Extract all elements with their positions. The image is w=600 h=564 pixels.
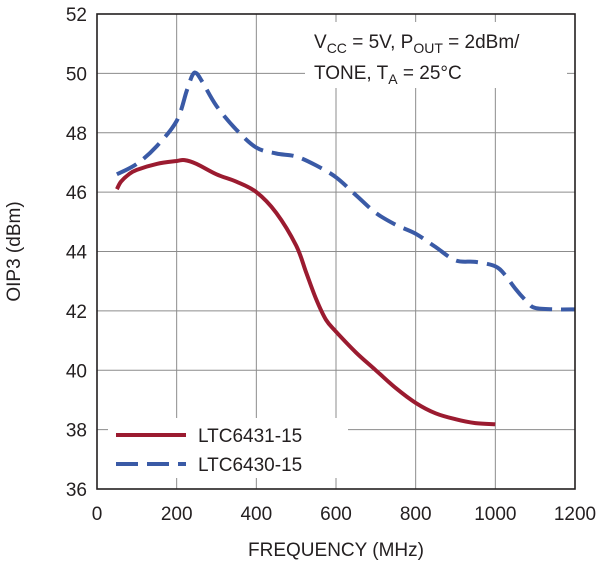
conditions-note: VCC = 5V, POUT = 2dBm/ TONE, TA = 25°C [305, 22, 567, 88]
x-axis-title: FREQUENCY (MHz) [248, 540, 424, 561]
series-lines [115, 70, 576, 427]
series-line-ltc6431-15 [115, 157, 496, 427]
x-tick-label-800: 800 [400, 504, 432, 525]
y-tick-label-40: 40 [66, 361, 87, 382]
legend-background [108, 418, 348, 478]
y-tick-label-44: 44 [66, 243, 88, 264]
y-tick-label-36: 36 [66, 480, 87, 501]
y-tick-label-42: 42 [66, 302, 87, 323]
x-tick-label-400: 400 [240, 504, 272, 525]
x-tick-label-1000: 1000 [474, 504, 516, 525]
legend-label-ltc6431-15: LTC6431-15 [198, 426, 302, 447]
x-tick-label-1200: 1200 [554, 504, 596, 525]
vcc-symbol: V [314, 32, 327, 53]
legend-label-ltc6430-15: LTC6430-15 [198, 455, 302, 476]
y-axis-title: OIP3 (dBm) [4, 201, 25, 301]
y-tick-label-52: 52 [66, 5, 87, 26]
ta-subscript: A [388, 71, 398, 87]
x-tick-label-600: 600 [320, 504, 352, 525]
y-tick-label-46: 46 [66, 183, 87, 204]
y-tick-label-38: 38 [66, 421, 87, 442]
y-tick-label-50: 50 [66, 64, 87, 85]
legend: LTC6431-15 LTC6430-15 [108, 418, 348, 478]
y-tick-label-48: 48 [66, 124, 87, 145]
ta-value: = 25°C [398, 63, 462, 84]
series-line-ltc6430-15 [115, 70, 576, 312]
x-tick-label-200: 200 [161, 504, 193, 525]
plot-frame [96, 13, 576, 490]
vcc-value: = 5V, P [347, 32, 413, 53]
tick-labels: 0 200 400 600 800 1000 1200 36 38 40 42 44 46 48 50 52 [66, 5, 596, 525]
pout-value: = 2dBm/ [443, 32, 520, 53]
conditions-note-background [305, 22, 567, 88]
conditions-note-line-1: VCC = 5V, POUT = 2dBm/ [314, 32, 520, 56]
conditions-note-line-2: TONE, TA = 25°C [314, 63, 462, 87]
x-tick-label-0: 0 [92, 504, 103, 525]
tone-ta-symbol: TONE, T [314, 63, 389, 84]
pout-subscript: OUT [413, 40, 443, 56]
vcc-subscript: CC [327, 40, 347, 56]
